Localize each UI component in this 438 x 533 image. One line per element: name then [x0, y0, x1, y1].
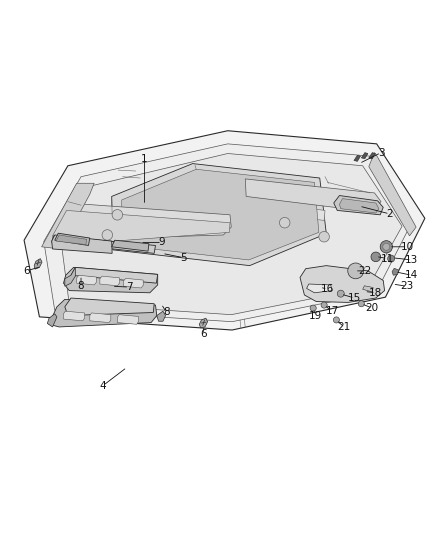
- Polygon shape: [55, 233, 90, 246]
- Polygon shape: [334, 196, 383, 215]
- Polygon shape: [124, 278, 143, 288]
- Text: 3: 3: [378, 148, 385, 158]
- Text: 21: 21: [337, 322, 350, 332]
- Polygon shape: [300, 265, 385, 302]
- Circle shape: [371, 252, 381, 262]
- Text: 11: 11: [381, 254, 394, 264]
- Text: 14: 14: [405, 270, 418, 280]
- Polygon shape: [363, 286, 373, 292]
- Polygon shape: [34, 259, 42, 269]
- Circle shape: [310, 305, 316, 311]
- Polygon shape: [369, 152, 375, 159]
- Text: 8: 8: [78, 281, 85, 291]
- Polygon shape: [77, 275, 96, 285]
- Circle shape: [388, 255, 395, 262]
- Circle shape: [279, 217, 290, 228]
- Polygon shape: [354, 155, 360, 161]
- Polygon shape: [53, 211, 230, 246]
- Text: 1: 1: [141, 154, 148, 164]
- Text: 20: 20: [366, 303, 379, 313]
- Polygon shape: [64, 268, 158, 293]
- Polygon shape: [65, 298, 154, 316]
- Text: 6: 6: [23, 266, 30, 276]
- Polygon shape: [339, 199, 379, 213]
- Polygon shape: [47, 314, 57, 327]
- Circle shape: [321, 302, 327, 308]
- Circle shape: [112, 209, 123, 220]
- Text: 15: 15: [348, 293, 361, 303]
- Polygon shape: [100, 276, 120, 286]
- Polygon shape: [80, 206, 110, 223]
- Text: 4: 4: [99, 381, 106, 391]
- Circle shape: [348, 263, 364, 279]
- Polygon shape: [361, 152, 368, 159]
- Text: 10: 10: [401, 242, 414, 252]
- Polygon shape: [64, 311, 85, 321]
- Text: 7: 7: [126, 282, 133, 292]
- Text: 16: 16: [321, 284, 334, 294]
- Text: 8: 8: [163, 308, 170, 318]
- Text: 23: 23: [400, 281, 413, 291]
- Polygon shape: [199, 318, 208, 328]
- Polygon shape: [112, 164, 326, 265]
- Text: 19: 19: [309, 311, 322, 320]
- Polygon shape: [112, 240, 149, 251]
- Polygon shape: [307, 284, 332, 293]
- Circle shape: [337, 290, 344, 297]
- Circle shape: [383, 243, 390, 251]
- Polygon shape: [285, 206, 325, 221]
- Text: 9: 9: [159, 237, 166, 247]
- Polygon shape: [49, 300, 157, 327]
- Text: 2: 2: [386, 209, 393, 219]
- Polygon shape: [90, 313, 111, 322]
- Polygon shape: [122, 169, 319, 260]
- Polygon shape: [52, 235, 112, 253]
- Text: 22: 22: [358, 266, 371, 276]
- Polygon shape: [71, 268, 158, 283]
- Text: 17: 17: [325, 306, 339, 316]
- Polygon shape: [44, 144, 412, 322]
- Polygon shape: [392, 268, 399, 275]
- Circle shape: [380, 241, 392, 253]
- Circle shape: [102, 230, 113, 240]
- Polygon shape: [157, 311, 166, 321]
- Polygon shape: [42, 183, 94, 249]
- Circle shape: [333, 317, 339, 323]
- Polygon shape: [52, 203, 231, 240]
- Polygon shape: [52, 236, 155, 253]
- Text: 13: 13: [405, 255, 418, 265]
- Circle shape: [319, 231, 329, 242]
- Text: 6: 6: [200, 329, 207, 340]
- Polygon shape: [61, 154, 402, 314]
- Text: 18: 18: [369, 288, 382, 298]
- Polygon shape: [245, 179, 381, 212]
- Polygon shape: [117, 314, 138, 324]
- Polygon shape: [65, 268, 75, 286]
- Polygon shape: [369, 152, 416, 236]
- Polygon shape: [56, 235, 87, 245]
- Polygon shape: [24, 131, 425, 330]
- Text: 5: 5: [180, 253, 187, 263]
- Circle shape: [358, 301, 364, 307]
